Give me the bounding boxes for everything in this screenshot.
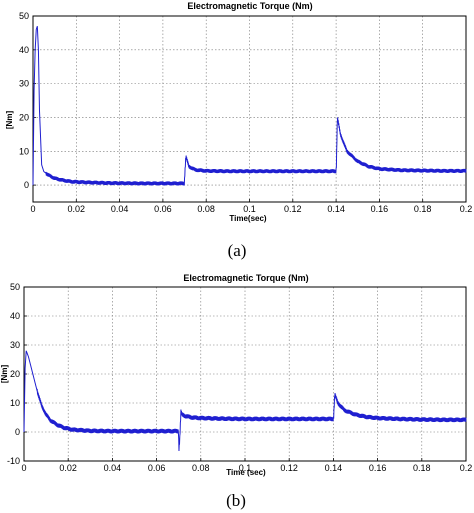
chart-b-ytick-label: 40 bbox=[10, 311, 20, 321]
chart-b-xtick-label: 0.1 bbox=[239, 463, 252, 473]
chart-a-ytick-label: 10 bbox=[19, 146, 29, 156]
chart-b-xlabel: Time (sec) bbox=[226, 468, 266, 477]
chart-b-ytick-label: 50 bbox=[10, 282, 20, 292]
chart-b: Electromagnetic Torque (Nm) 0 0.02 0.04 0.0… bbox=[0, 273, 472, 510]
chart-a: Electromagnetic Torque (Nm) 0 0.02 0.04 0.0… bbox=[5, 1, 472, 260]
chart-a-xtick-label: 0.14 bbox=[327, 204, 345, 214]
chart-b-title: Electromagnetic Torque (Nm) bbox=[183, 273, 308, 283]
chart-b-ytick-label: 0 bbox=[15, 427, 20, 437]
chart-b-xtick-label: 0 bbox=[21, 463, 26, 473]
chart-a-xtick-label: 0.08 bbox=[197, 204, 215, 214]
chart-b-xtick-label: 0.08 bbox=[192, 463, 210, 473]
chart-a-ytick-label: 30 bbox=[19, 79, 29, 89]
chart-a-xtick-label: 0.12 bbox=[284, 204, 302, 214]
chart-a-ytick-label: 40 bbox=[19, 45, 29, 55]
chart-b-xtick-label: 0.12 bbox=[280, 463, 298, 473]
chart-b-xtick-label: 0.2 bbox=[460, 463, 473, 473]
chart-a-xtick-label: 0.18 bbox=[414, 204, 432, 214]
chart-b-ytick-label: 20 bbox=[10, 369, 20, 379]
chart-b-caption: (b) bbox=[226, 491, 246, 510]
chart-b-xtick-label: 0.16 bbox=[369, 463, 387, 473]
chart-a-xtick-label: 0 bbox=[30, 204, 35, 214]
chart-a-ylabel: [Nm] bbox=[5, 111, 14, 130]
chart-a-xlabel: Time(sec) bbox=[229, 214, 267, 223]
chart-a-xtick-label: 0.06 bbox=[154, 204, 172, 214]
chart-b-ytick-label: -10 bbox=[7, 456, 20, 466]
chart-a-grid bbox=[33, 16, 466, 202]
chart-a-caption: (a) bbox=[228, 241, 247, 260]
chart-b-ytick-label: 30 bbox=[10, 340, 20, 350]
chart-b-xtick-label: 0.04 bbox=[104, 463, 122, 473]
chart-b-xtick-label: 0.02 bbox=[59, 463, 77, 473]
chart-a-xtick-label: 0.02 bbox=[68, 204, 86, 214]
chart-a-ytick-label: 50 bbox=[19, 11, 29, 21]
chart-b-xtick-label: 0.18 bbox=[413, 463, 431, 473]
chart-a-ytick-label: 20 bbox=[19, 112, 29, 122]
chart-b-xtick-label: 0.14 bbox=[325, 463, 343, 473]
chart-b-ylabel: [Nm] bbox=[0, 365, 9, 384]
chart-a-title: Electromagnetic Torque (Nm) bbox=[187, 1, 312, 11]
chart-a-xtick-label: 0.2 bbox=[460, 204, 473, 214]
chart-b-xtick-label: 0.06 bbox=[148, 463, 166, 473]
chart-a-xtick-label: 0.16 bbox=[371, 204, 389, 214]
chart-a-ticks: 0 0.02 0.04 0.06 0.08 0.1 0.12 0.14 0.16 0.18 0.2 0… bbox=[19, 11, 472, 214]
chart-b-ytick-label: 10 bbox=[10, 398, 20, 408]
chart-a-xtick-label: 0.04 bbox=[111, 204, 129, 214]
chart-b-ticks: 0 0.02 0.04 0.06 0.08 0.1 0.12 0.14 0.16 0.18 0.2 -… bbox=[7, 282, 472, 473]
chart-b-series-line bbox=[23, 350, 467, 451]
chart-a-xtick-label: 0.1 bbox=[243, 204, 256, 214]
chart-a-ytick-label: 0 bbox=[24, 180, 29, 190]
chart-b-grid bbox=[24, 287, 466, 461]
chart-a-series-line bbox=[32, 25, 467, 186]
